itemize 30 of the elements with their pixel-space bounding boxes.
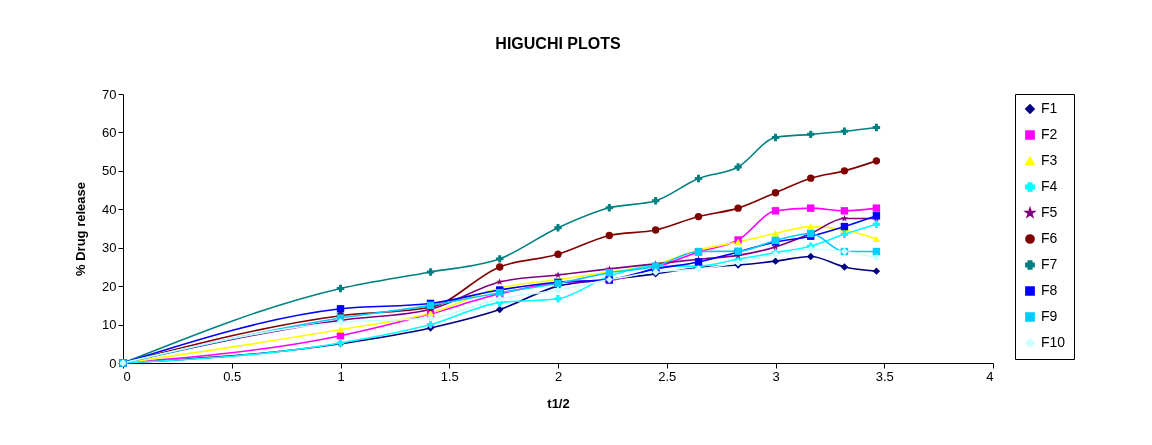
chart-title: HIGUCHI PLOTS: [495, 35, 621, 52]
y-axis-title: % Drug release: [73, 182, 89, 276]
x-tick-label: 2: [554, 368, 563, 384]
x-tick-label: 4: [986, 368, 994, 384]
legend-label: F10: [1041, 334, 1066, 350]
legend-label: F3: [1041, 152, 1058, 168]
legend-label: F4: [1041, 178, 1058, 194]
legend-label: F9: [1041, 308, 1058, 324]
legend-label: F7: [1041, 256, 1058, 272]
legend-label: F2: [1041, 126, 1058, 142]
legend-label: F5: [1041, 204, 1058, 220]
x-tick-label: 1: [337, 368, 345, 384]
y-tick-label: 40: [102, 201, 117, 217]
y-tick-label: 0: [109, 355, 117, 371]
x-tick-label: 1.5: [440, 368, 459, 384]
y-tick-label: 50: [102, 163, 117, 179]
legend-label: F1: [1041, 100, 1058, 116]
y-tick-label: 60: [102, 124, 117, 140]
x-tick-label: 0.5: [223, 368, 242, 384]
legend-label: F8: [1041, 282, 1058, 298]
x-tick-label: 3: [772, 368, 780, 384]
y-tick-label: 70: [102, 86, 117, 102]
x-tick-label: 3.5: [875, 368, 894, 384]
y-tick-label: 30: [102, 240, 117, 256]
y-tick-label: 10: [102, 317, 117, 333]
y-tick-label: 20: [102, 278, 117, 294]
x-tick-label: 0: [123, 368, 131, 384]
legend-label: F6: [1041, 230, 1058, 246]
x-tick-label: 2.5: [658, 368, 677, 384]
x-axis-title: t1/2: [547, 395, 570, 411]
